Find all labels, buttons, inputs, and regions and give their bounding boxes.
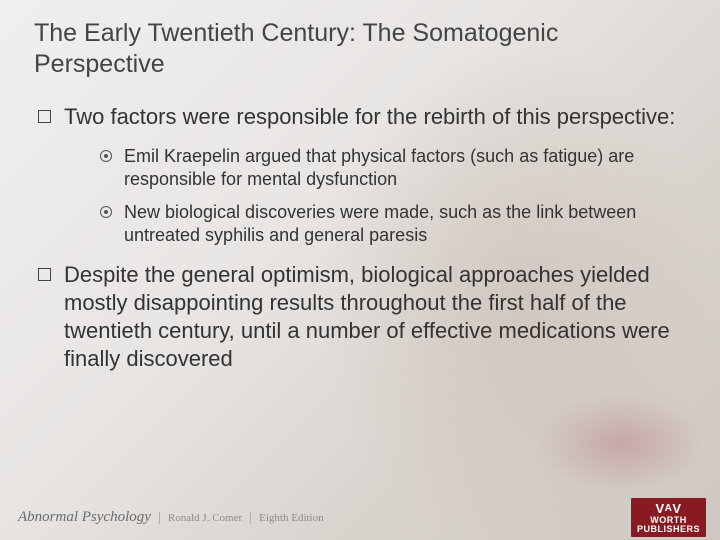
bullet-text: Emil Kraepelin argued that physical fact… <box>124 146 634 189</box>
bullet-text: Despite the general optimism, biological… <box>64 262 670 371</box>
list-item: Emil Kraepelin argued that physical fact… <box>98 145 686 191</box>
slide-container: The Early Twentieth Century: The Somatog… <box>0 0 720 540</box>
bullet-text: Two factors were responsible for the reb… <box>64 104 675 129</box>
slide-title: The Early Twentieth Century: The Somatog… <box>34 18 686 81</box>
slide-footer: Abnormal Psychology Ronald J. Comer Eigh… <box>0 502 720 532</box>
publisher-badge: VAV WORTH PUBLISHERS <box>631 498 706 537</box>
book-author: Ronald J. Comer <box>159 512 242 524</box>
list-item: New biological discoveries were made, su… <box>98 201 686 247</box>
book-title: Abnormal Psychology <box>18 509 151 526</box>
list-item: Two factors were responsible for the reb… <box>34 103 686 247</box>
bullet-list-level1: Two factors were responsible for the reb… <box>34 103 686 374</box>
bullet-text: New biological discoveries were made, su… <box>124 202 636 245</box>
book-brand: Abnormal Psychology Ronald J. Comer Eigh… <box>18 509 324 526</box>
publisher-name-bottom: PUBLISHERS <box>637 525 700 534</box>
bullet-list-level2: Emil Kraepelin argued that physical fact… <box>64 145 686 247</box>
list-item: Despite the general optimism, biological… <box>34 261 686 374</box>
publisher-logo-icon: VAV <box>655 502 681 515</box>
book-edition: Eighth Edition <box>250 512 323 524</box>
